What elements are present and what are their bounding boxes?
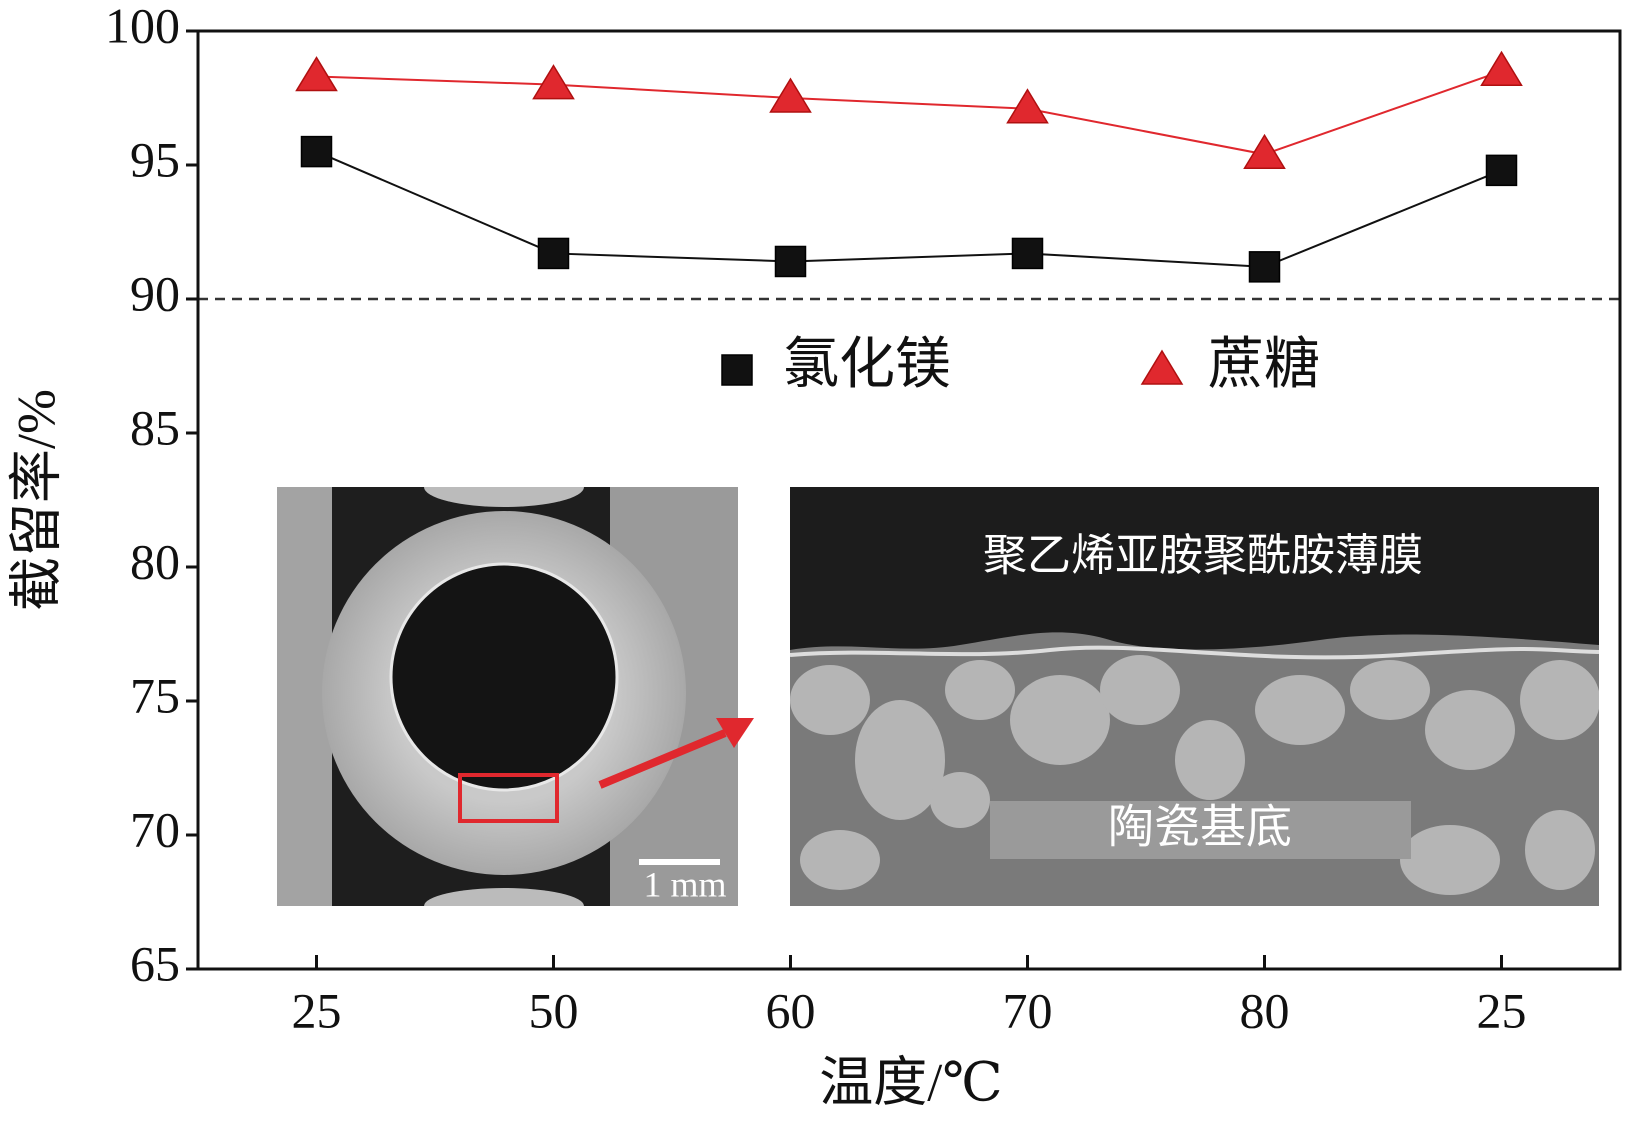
inset-right [790,487,1599,906]
marker [1480,50,1523,86]
marker [300,135,333,168]
x-tick-label: 60 [766,982,816,1038]
y-tick-label: 90 [130,265,180,321]
x-tick-label: 50 [529,982,579,1038]
marker [537,237,570,270]
legend-label: 蔗糖 [1208,334,1320,396]
y-tick-label: 95 [130,131,180,187]
y-tick-label: 100 [105,0,180,53]
x-axis-title: 温度/℃ [819,1052,1002,1112]
x-tick-label: 80 [1240,982,1290,1038]
legend-marker [721,354,753,386]
annotation: 聚乙烯亚胺聚酰胺薄膜 [983,531,1423,580]
y-tick-label: 70 [130,801,180,857]
annotation: 陶瓷基底 [1108,802,1292,853]
marker [1243,133,1286,170]
marker [532,64,575,100]
series-line [316,70,1502,156]
series-line [316,150,1502,268]
y-tick-label: 75 [130,667,180,723]
x-tick-label: 25 [292,982,342,1038]
legend-label: 氯化镁 [783,334,951,396]
annotation: 1 mm [643,864,726,904]
x-tick-label: 70 [1003,982,1053,1038]
marker [1248,251,1281,283]
inset-left [277,487,738,906]
y-tick-label: 65 [130,935,180,991]
marker [1006,88,1049,124]
legend-marker [1140,349,1184,385]
y-tick-label: 80 [130,533,180,589]
y-tick-label: 85 [130,399,180,455]
marker [769,77,812,113]
marker [295,56,338,92]
y-axis-title: 截留率/% [6,389,66,611]
plot-frame [196,29,1622,971]
marker [1011,237,1044,270]
marker [1485,154,1518,187]
marker [774,245,807,278]
x-tick-label: 25 [1477,982,1527,1038]
arrow-head [716,718,754,748]
arrow [598,729,727,789]
